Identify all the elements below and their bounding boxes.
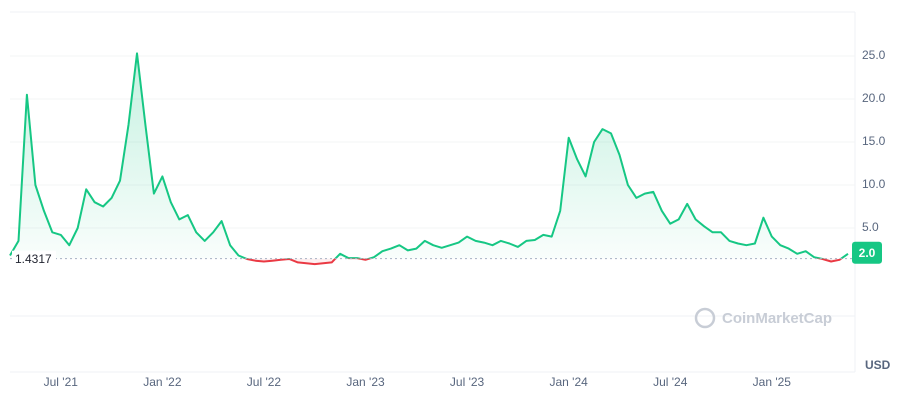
y-tick-label: 20.0	[862, 91, 886, 105]
price-line-up	[9, 52, 849, 259]
x-tick-label: Jul '23	[450, 375, 485, 389]
x-tick-label: Jul '24	[653, 375, 688, 389]
x-tick-label: Jul '22	[247, 375, 282, 389]
y-tick-label: 5.0	[862, 220, 879, 234]
watermark: CoinMarketCap	[694, 307, 832, 329]
y-tick-label: 10.0	[862, 177, 886, 191]
x-tick-label: Jul '21	[44, 375, 79, 389]
y-tick-label: 15.0	[862, 134, 886, 148]
current-price-badge	[852, 241, 882, 264]
x-tick-label: Jan '24	[550, 375, 589, 389]
y-tick-label: 25.0	[862, 48, 886, 62]
current-price-label: 2.0	[859, 246, 876, 260]
x-tick-label: Jan '23	[346, 375, 385, 389]
watermark-logo	[694, 307, 716, 329]
watermark-text: CoinMarketCap	[722, 310, 832, 327]
x-tick-label: Jan '25	[753, 375, 792, 389]
currency-label: USD	[865, 358, 891, 372]
x-tick-label: Jan '22	[143, 375, 182, 389]
baseline-label: 1.4317	[15, 252, 52, 266]
area-up	[10, 53, 848, 259]
baseline-label-bg	[12, 250, 56, 267]
area-down	[246, 258, 842, 265]
